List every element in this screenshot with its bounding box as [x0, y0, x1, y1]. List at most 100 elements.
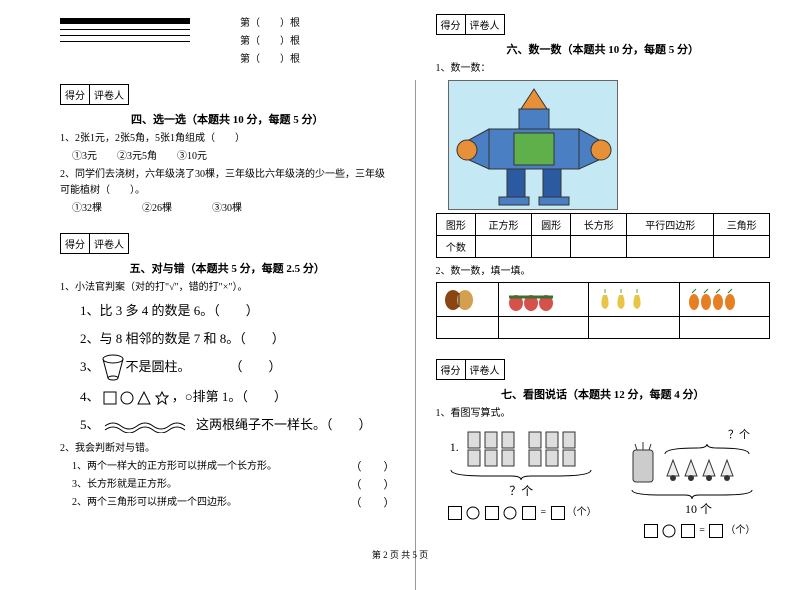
shuttlecocks-icon	[627, 442, 757, 488]
blank-box[interactable]	[644, 524, 658, 538]
rod-bar	[60, 18, 190, 24]
eq: =	[699, 525, 705, 536]
blank-box[interactable]	[681, 524, 695, 538]
q5-2: 2、我会判断对与错。	[60, 441, 395, 457]
cell[interactable]	[499, 317, 589, 339]
shape-count-table: 图形 正方形 圆形 长方形 平行四边形 三角形 个数	[436, 213, 771, 258]
score-cell: 得分	[437, 360, 466, 379]
rod-label: 第（	[240, 36, 260, 47]
q5-2c: 2、两个三角形可以拼成一个四边形。	[72, 497, 237, 508]
rod-label: ）根	[280, 36, 300, 47]
score-box: 得分 评卷人	[436, 14, 505, 35]
blank-box[interactable]	[522, 506, 536, 520]
th-shape: 图形	[436, 214, 476, 236]
q5-1-2: 2、与 8 相邻的数是 7 和 8。（ ）	[80, 327, 395, 352]
section-6-title: 六、数一数（本题共 10 分，每题 5 分）	[436, 41, 771, 57]
star-icon	[155, 391, 169, 405]
section-7-title: 七、看图说话（本题共 12 分，每题 4 分）	[436, 386, 771, 402]
blank-box[interactable]	[551, 506, 565, 520]
page: 第（ ）根 第（ ）根 第（ ）根 得分 评卷人 四、选一选（本题共 10 分，…	[0, 0, 800, 565]
wavy-line-icon	[103, 419, 193, 433]
qmark-label-2: ？个	[627, 426, 770, 442]
picture-problems: 1. ？个 = （个）	[436, 426, 771, 538]
table-row	[436, 283, 770, 317]
cell[interactable]	[476, 236, 532, 258]
table-row-header: 图形 正方形 圆形 长方形 平行四边形 三角形	[436, 214, 770, 236]
row-label: 个数	[436, 236, 476, 258]
q5-1-5: 5、 这两根绳子不一样长。（ ）	[80, 413, 395, 438]
grader-cell: 评卷人	[466, 360, 504, 379]
rod-label: 第（	[240, 54, 260, 65]
score-cell: 得分	[437, 15, 466, 34]
column-divider	[415, 80, 416, 590]
cell[interactable]	[714, 236, 770, 258]
paren: （ ）	[351, 495, 395, 513]
q5-1-4-post: ，○排第 1。（ ）	[172, 389, 287, 404]
th-rect: 长方形	[571, 214, 627, 236]
eq: =	[540, 507, 546, 518]
cell[interactable]	[627, 236, 714, 258]
th-square: 正方形	[476, 214, 532, 236]
pear-icon	[591, 287, 651, 313]
q5-1-5-post: 这两根绳子不一样长。（ ）	[196, 417, 372, 432]
q5-2b: 3、长方形就是正方形。	[72, 479, 177, 490]
q5-1-3: 3、不是圆柱。 （ ）	[80, 354, 395, 382]
cell[interactable]	[571, 236, 627, 258]
paren: （ ）	[351, 459, 395, 477]
circle-op-icon	[466, 506, 480, 520]
cell[interactable]	[436, 317, 499, 339]
th-para: 平行四边形	[627, 214, 714, 236]
qmark-label: ？个	[436, 482, 608, 499]
q4-2: 2、同学们去浇树，六年级浇了30棵，三年级比六年级浇的少一些，三年级可能植树（ …	[60, 167, 395, 199]
cell[interactable]	[531, 236, 571, 258]
circle-op-icon	[503, 506, 517, 520]
score-cell: 得分	[61, 85, 90, 104]
carrot-cell	[679, 283, 769, 317]
counting-rods	[60, 18, 190, 47]
q5-2c-row: 2、两个三角形可以拼成一个四边形。 （ ）	[72, 495, 395, 511]
q5-1-4-pre: 4、	[80, 389, 100, 404]
cell[interactable]	[679, 317, 769, 339]
q5-1-3-text: 不是圆柱。 （ ）	[126, 359, 282, 374]
prob-1: 1. ？个 = （个）	[436, 426, 608, 538]
cup-icon	[100, 354, 126, 382]
blank-box[interactable]	[448, 506, 462, 520]
score-cell: 得分	[61, 234, 90, 253]
blank-box[interactable]	[709, 524, 723, 538]
th-circle: 圆形	[531, 214, 571, 236]
circle-op-icon	[662, 524, 676, 538]
score-box: 得分 评卷人	[436, 359, 505, 380]
q5-1-4: 4、 ，○排第 1。（ ）	[80, 385, 395, 410]
rod-labels: 第（ ）根 第（ ）根 第（ ）根	[240, 15, 300, 69]
brace-icon	[446, 468, 596, 482]
ten-label: 10 个	[627, 500, 770, 517]
square-icon	[103, 391, 117, 405]
rod-bar	[60, 41, 190, 43]
q5-1: 1、小法官判案（对的打"√"，错的打"×"）。	[60, 280, 395, 296]
section-5-title: 五、对与错（本题共 5 分，每题 2.5 分）	[60, 260, 395, 276]
right-column: 得分 评卷人 六、数一数（本题共 10 分，每题 5 分） 1、数一数： 图形 …	[436, 10, 771, 590]
robot-figure	[448, 80, 618, 210]
q4-2-opts: ①32棵 ②26棵 ③30棵	[72, 201, 395, 217]
rod-bar	[60, 29, 190, 31]
circle-icon	[120, 391, 134, 405]
blank-box[interactable]	[485, 506, 499, 520]
q6-1: 1、数一数：	[436, 61, 771, 77]
q5-1-1: 1、比 3 多 4 的数是 6。（ ）	[80, 299, 395, 324]
q4-1: 1、2张1元，2张5角，5张1角组成（ ）	[60, 131, 395, 147]
brace-icon	[627, 488, 757, 500]
equation-2: = （个）	[627, 521, 770, 538]
rod-label: ）根	[280, 54, 300, 65]
equation-1: = （个）	[436, 503, 608, 520]
q6-2: 2、数一数，填一填。	[436, 264, 771, 280]
grader-cell: 评卷人	[90, 85, 128, 104]
cell[interactable]	[589, 317, 679, 339]
q5-2a: 1、两个一样大的正方形可以拼成一个长方形。	[72, 461, 277, 472]
pear-cell	[589, 283, 679, 317]
strawberry-cell	[499, 283, 589, 317]
section-4-title: 四、选一选（本题共 10 分，每题 5 分）	[60, 111, 395, 127]
score-box: 得分 评卷人	[60, 233, 129, 254]
label-1: 1.	[450, 440, 459, 455]
unit: （个）	[725, 525, 755, 536]
triangle-icon	[137, 391, 151, 405]
